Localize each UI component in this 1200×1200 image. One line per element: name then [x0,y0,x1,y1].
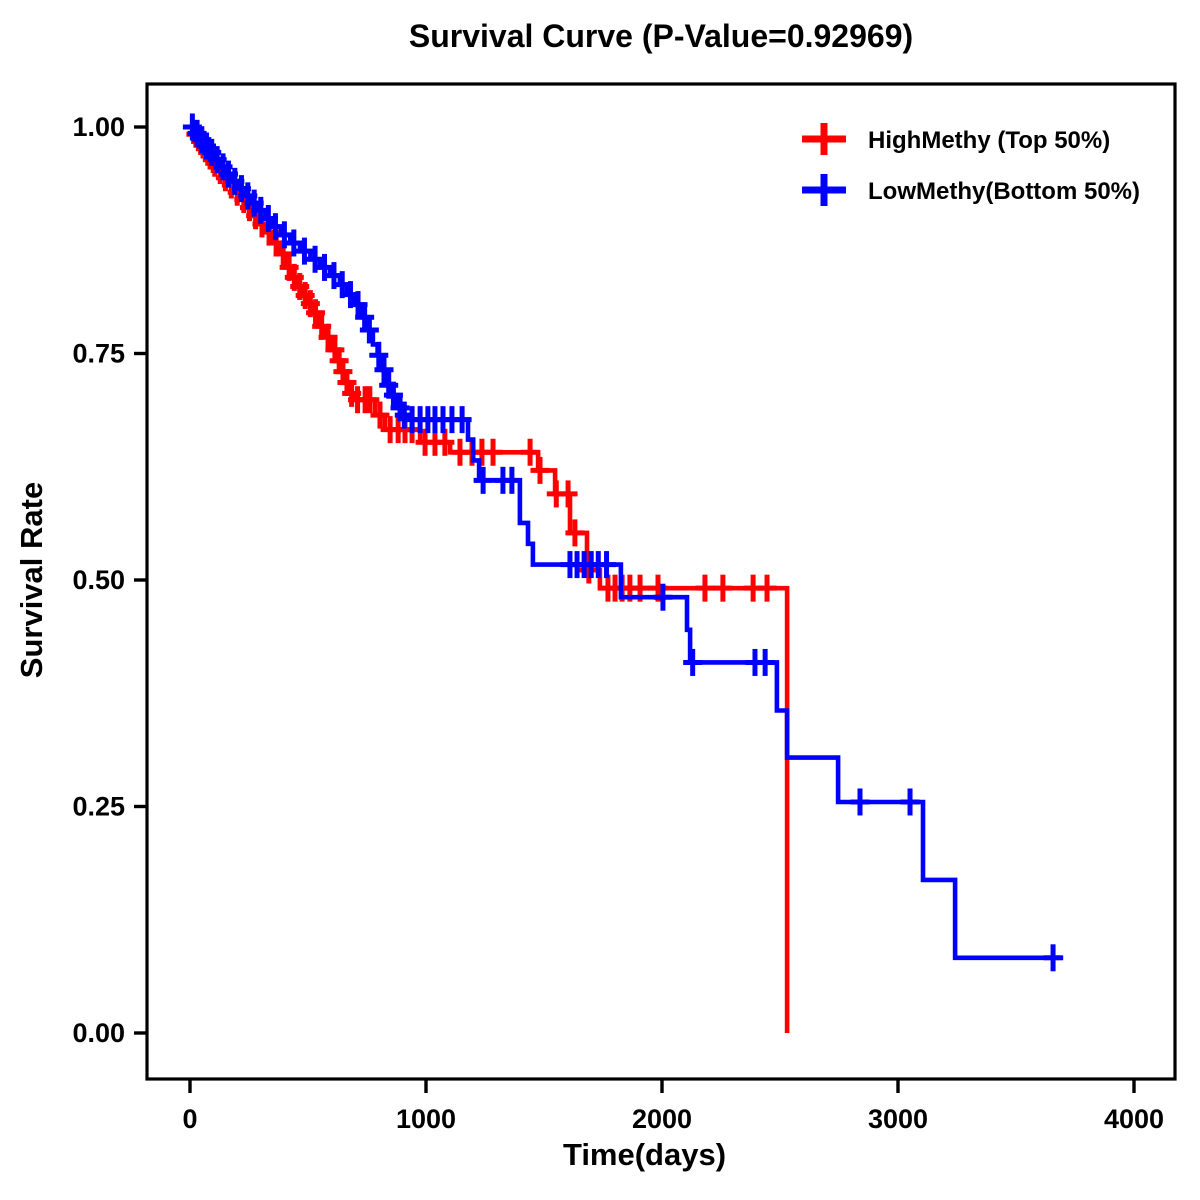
y-axis-tick-label: 0.50 [72,565,125,595]
x-axis-tick-label: 0 [182,1104,197,1134]
chart-title: Survival Curve (P-Value=0.92969) [408,18,914,54]
y-axis-title: Survival Rate [14,482,49,678]
y-axis-tick-label: 0.00 [72,1018,125,1048]
y-axis-tick-label: 0.75 [72,339,125,369]
plot-border [145,82,1177,1081]
x-axis-tick-label: 4000 [1104,1104,1164,1134]
lowmethy-survival-curve [190,124,1064,961]
y-axis-tick-label: 1.00 [72,112,125,142]
x-axis-tick-label: 3000 [868,1104,928,1134]
x-axis-tick-label: 1000 [396,1104,456,1134]
highmethy-survival-curve [190,124,790,1033]
y-axis-tick-label: 0.25 [72,792,125,822]
x-axis-tick-label: 2000 [632,1104,692,1134]
legend-item-label: HighMethy (Top 50%) [868,127,1110,154]
x-axis-title: Time(days) [563,1137,726,1172]
legend-item-label: LowMethy(Bottom 50%) [868,178,1140,205]
